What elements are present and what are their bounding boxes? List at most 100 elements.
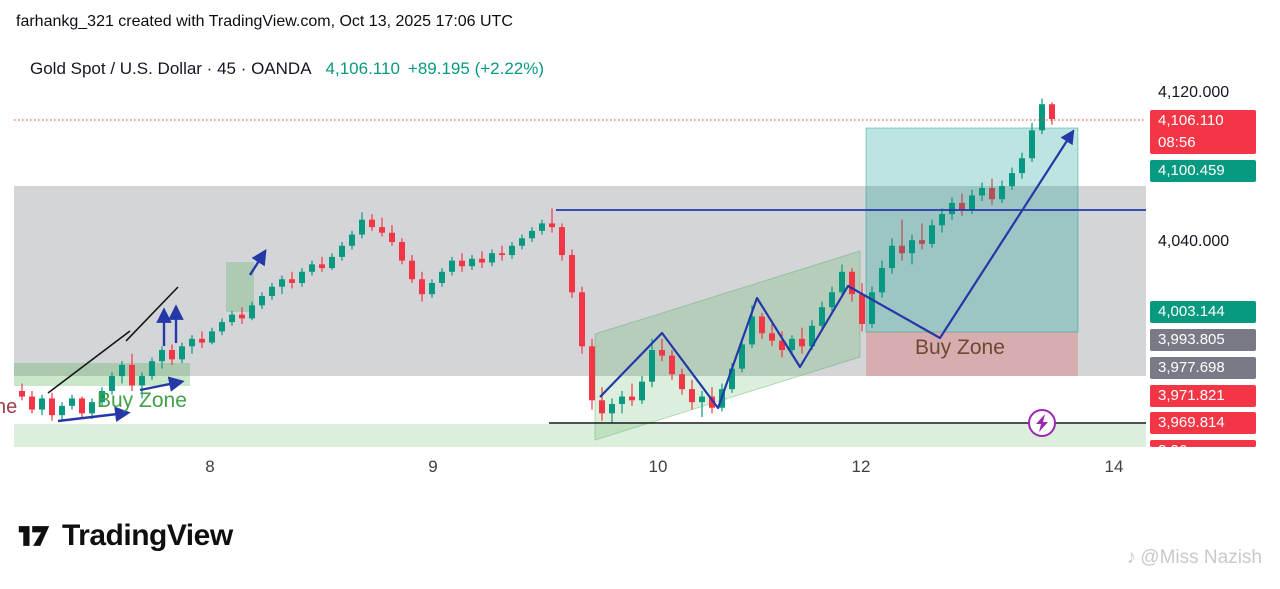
candle-body xyxy=(799,338,805,347)
trend-line[interactable] xyxy=(47,330,131,394)
candle-body xyxy=(269,286,275,297)
candle-body xyxy=(699,396,705,403)
candle-body xyxy=(389,232,395,243)
candle-body xyxy=(179,346,185,360)
zones-over-layer[interactable] xyxy=(865,127,1079,376)
candle-body xyxy=(929,225,935,244)
candle-body xyxy=(409,260,415,280)
candle-body xyxy=(859,294,865,324)
trend-line[interactable] xyxy=(125,286,179,342)
blue-arrow[interactable] xyxy=(57,406,131,423)
candle-body xyxy=(559,227,565,256)
buy-zone-red-box xyxy=(866,332,1078,376)
candle-body xyxy=(689,389,695,403)
candle-body xyxy=(39,398,45,410)
candle-body xyxy=(979,188,985,196)
candle-body xyxy=(469,258,475,267)
candle-body xyxy=(829,292,835,308)
candle-body xyxy=(309,264,315,272)
price-badge: 3,993.805 xyxy=(1150,329,1256,351)
price-change: +89.195 (+2.22%) xyxy=(407,59,545,78)
price-badge: 3,96 xyxy=(1150,440,1256,447)
price-badge: 4,003.144 xyxy=(1150,301,1256,323)
candle-body xyxy=(119,364,125,377)
candle-body xyxy=(29,396,35,410)
candle-body xyxy=(339,245,345,257)
candle-body xyxy=(19,390,25,397)
symbol-info: Gold Spot / U.S. Dollar · 45 · OANDA 4,10… xyxy=(30,59,544,79)
candle-body xyxy=(749,316,755,345)
candle-body xyxy=(819,307,825,326)
candle-body xyxy=(489,253,495,263)
drawings-layer[interactable] xyxy=(14,119,1146,424)
blue-arrow[interactable] xyxy=(248,249,267,276)
projection-zigzag-arrow[interactable] xyxy=(599,129,1075,410)
left-buy-zone-band xyxy=(14,363,190,386)
candle-body xyxy=(109,376,115,391)
candle-body xyxy=(869,292,875,324)
music-note-icon: ♪ xyxy=(1126,547,1137,568)
candle-body xyxy=(439,271,445,283)
candle-body xyxy=(89,402,95,414)
candle-body xyxy=(759,316,765,334)
price-badge: 3,977.698 xyxy=(1150,357,1256,379)
candle-body xyxy=(279,279,285,287)
candle-body xyxy=(989,188,995,200)
candle-body xyxy=(999,186,1005,200)
badge-price: 4,106.110 xyxy=(1158,112,1224,129)
candle-body xyxy=(79,398,85,414)
candle-body xyxy=(219,322,225,332)
candle-body xyxy=(329,256,335,269)
tradingview-logo-text: TradingView xyxy=(62,519,233,552)
candle-body xyxy=(569,255,575,293)
candle-body xyxy=(579,292,585,347)
price-axis-label: 4,040.000 xyxy=(1158,233,1230,250)
time-axis-label: 12 xyxy=(851,457,871,476)
candle-body xyxy=(899,245,905,254)
last-price: 4,106.110 xyxy=(325,59,400,78)
candle-body xyxy=(129,364,135,386)
candle-body xyxy=(239,314,245,319)
candle-body xyxy=(459,260,465,267)
candle-body xyxy=(69,398,75,406)
candle-body xyxy=(1019,158,1025,174)
candle-body xyxy=(99,390,105,403)
buy-zone-label-left[interactable]: Buy Zone xyxy=(97,389,187,412)
candle-body xyxy=(889,245,895,269)
time-axis-label: 10 xyxy=(648,457,668,476)
candle-body xyxy=(549,223,555,228)
bar-countdown: 08:56 xyxy=(1158,134,1196,151)
candle-body xyxy=(419,279,425,295)
price-badge: 3,971.821 xyxy=(1150,385,1256,407)
candle-body xyxy=(1049,104,1055,119)
tradingview-logo[interactable]: TradingView xyxy=(16,519,233,553)
candle-body xyxy=(839,271,845,293)
candle-body xyxy=(939,214,945,226)
candle-body xyxy=(729,368,735,390)
time-axis-label: 14 xyxy=(1104,457,1124,476)
candle-body xyxy=(609,404,615,414)
candlestick-chart[interactable] xyxy=(0,0,1280,500)
candle-body xyxy=(509,245,515,256)
buy-zone-label-right[interactable]: Buy Zone xyxy=(915,336,1005,359)
candle-body xyxy=(809,325,815,347)
price-axis-label: 4,120.000 xyxy=(1158,84,1230,101)
candle-body xyxy=(669,355,675,375)
candle-body xyxy=(619,396,625,405)
price-scale[interactable]: 4,120.000 4,040.000 4,106.110 08:56 4,100.45… xyxy=(0,0,1280,500)
candle-body xyxy=(199,338,205,343)
teal-projection-zone[interactable] xyxy=(865,127,1079,333)
candle-body xyxy=(139,376,145,386)
candle-body xyxy=(909,240,915,254)
chart-icons-layer[interactable] xyxy=(1028,409,1056,437)
symbol-title: Gold Spot / U.S. Dollar · 45 · OANDA xyxy=(30,59,312,78)
tradingview-logo-icon xyxy=(18,526,50,546)
candle-body xyxy=(229,314,235,323)
candle-body xyxy=(959,202,965,211)
candle-body xyxy=(649,350,655,382)
blue-arrow[interactable] xyxy=(139,376,185,392)
candle-body xyxy=(169,350,175,360)
candle-body xyxy=(359,219,365,235)
candle-body xyxy=(149,361,155,377)
